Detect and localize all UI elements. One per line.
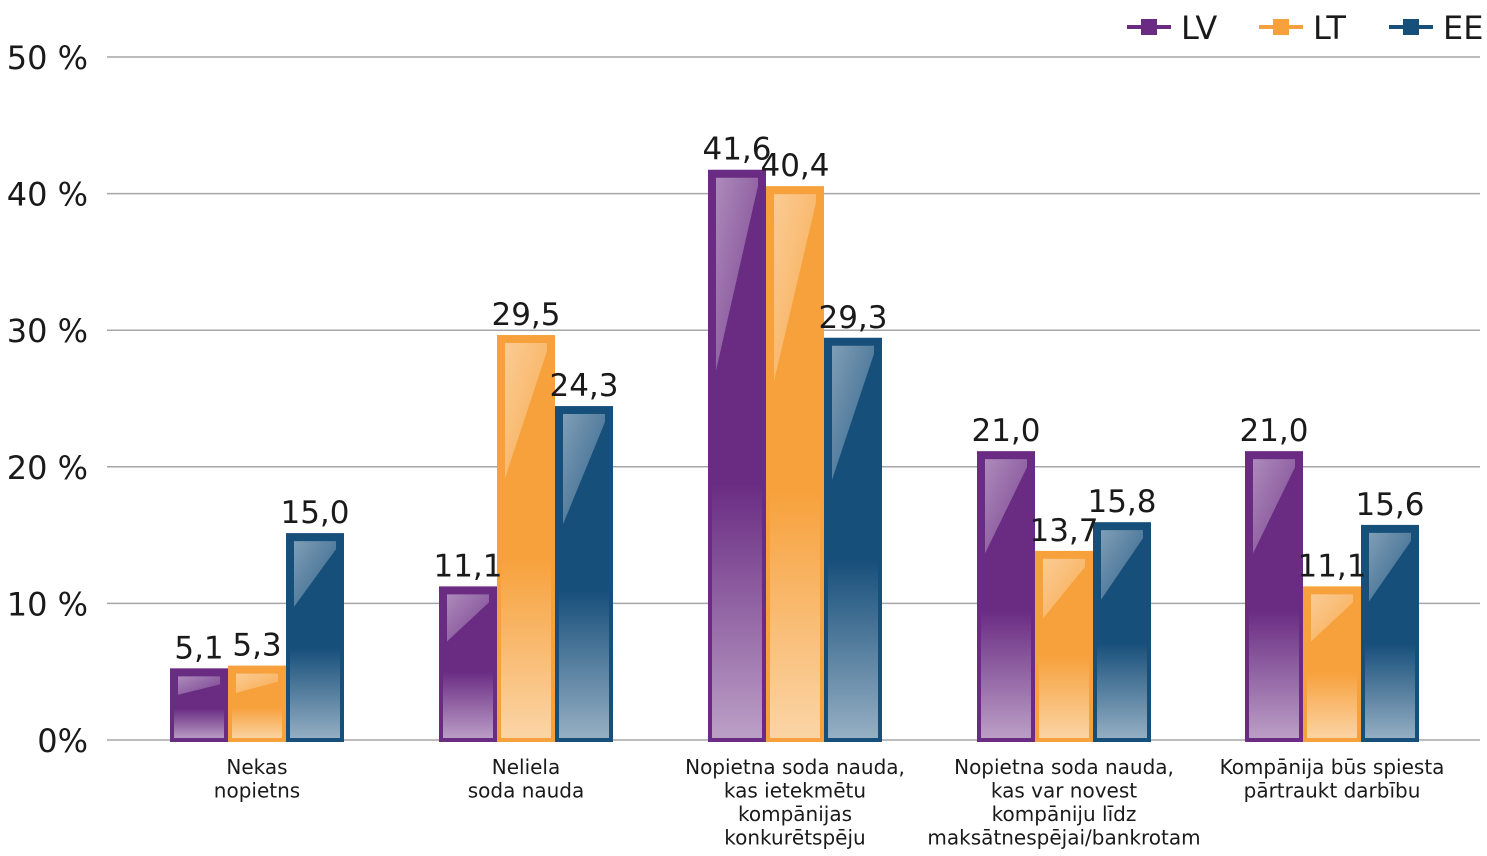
data-labels: 5,1 5,3 15,0 11,1 29,5 24,3 41,640,4 29,3 21,0 13…: [174, 132, 1424, 667]
bar-highlight: [563, 414, 605, 525]
legend-label: LT: [1313, 9, 1346, 47]
data-label: 15,6: [1355, 487, 1424, 523]
data-label: 24,3: [549, 368, 618, 404]
data-label: 21,0: [971, 413, 1040, 449]
bar-highlight: [1043, 558, 1085, 619]
legend-label: LV: [1181, 9, 1217, 47]
y-tick-label: 40 %: [7, 176, 88, 214]
category-label: Neliela soda nauda: [468, 755, 585, 803]
legend: LV LT EE: [1127, 9, 1483, 47]
legend-label: EE: [1443, 9, 1483, 47]
bar-lt-2: [766, 186, 824, 743]
data-label: 11,1: [1297, 548, 1366, 584]
bar-highlight: [447, 594, 489, 642]
data-label: 29,3: [818, 300, 887, 336]
y-tick-label: 10 %: [7, 585, 88, 623]
bar-highlight: [716, 177, 758, 371]
legend-item-lt: LT: [1259, 9, 1346, 47]
bar-lt-3: [1035, 550, 1093, 742]
data-label: 15,8: [1087, 484, 1156, 520]
category-label: Kompānija būs spiesta pārtraukt darbību: [1220, 755, 1445, 803]
data-label: 13,7: [1029, 513, 1098, 549]
bar-lv-4: [1245, 451, 1303, 742]
bar-lv-3: [977, 451, 1035, 742]
y-tick-label: 30 %: [7, 312, 88, 350]
bar-ee-3: [1093, 522, 1151, 742]
bar-ee-2: [824, 337, 882, 742]
legend-marker: [1403, 19, 1419, 35]
bar-highlight: [832, 345, 874, 480]
y-tick-label: 20 %: [7, 449, 88, 487]
bar-highlight: [1101, 530, 1143, 600]
data-label: 11,1: [433, 548, 502, 584]
data-label: 41,6: [702, 132, 771, 168]
bar-highlight: [1253, 459, 1295, 554]
bar-highlight: [236, 673, 278, 693]
bar-lt-4: [1303, 586, 1361, 743]
data-label: 15,0: [280, 495, 349, 531]
bar-highlight: [774, 194, 816, 382]
bar-ee-4: [1361, 524, 1419, 742]
bar-highlight: [1369, 532, 1411, 602]
category-label: Nopietna soda nauda, kas ietekmētu kompāni…: [685, 755, 905, 850]
bar-lt-0: [228, 665, 286, 742]
bar-lv-1: [439, 586, 497, 743]
legend-marker: [1273, 19, 1289, 35]
bar-lt-1: [497, 335, 555, 742]
bar-highlight: [178, 676, 220, 695]
legend-item-ee: EE: [1389, 9, 1483, 47]
bar-ee-1: [555, 406, 613, 742]
legend-item-lv: LV: [1127, 9, 1217, 47]
data-label: 29,5: [491, 297, 560, 333]
legend-marker: [1141, 19, 1157, 35]
bar-highlight: [505, 343, 547, 479]
bar-highlight: [985, 459, 1027, 554]
category-label: Nopietna soda nauda, kas var novest kompān…: [927, 755, 1200, 850]
bar-lv-2: [708, 169, 766, 742]
bar-highlight: [1311, 594, 1353, 642]
x-axis-category-labels: Nekas nopietns Neliela soda nauda Nopietna s…: [214, 755, 1445, 850]
data-label: 5,3: [232, 628, 281, 664]
category-label: Nekas nopietns: [214, 755, 300, 803]
data-label: 21,0: [1239, 413, 1308, 449]
bars: [170, 169, 1419, 743]
bar-lv-0: [170, 668, 228, 742]
data-label: 5,1: [174, 630, 223, 666]
data-label: 40,4: [760, 148, 829, 184]
y-axis-tick-labels: 0% 10 % 20 % 30 % 40 % 50 %: [7, 39, 88, 760]
y-tick-label: 50 %: [7, 39, 88, 77]
bar-highlight: [294, 541, 336, 607]
bar-ee-0: [286, 533, 344, 742]
y-tick-label: 0%: [37, 722, 88, 760]
